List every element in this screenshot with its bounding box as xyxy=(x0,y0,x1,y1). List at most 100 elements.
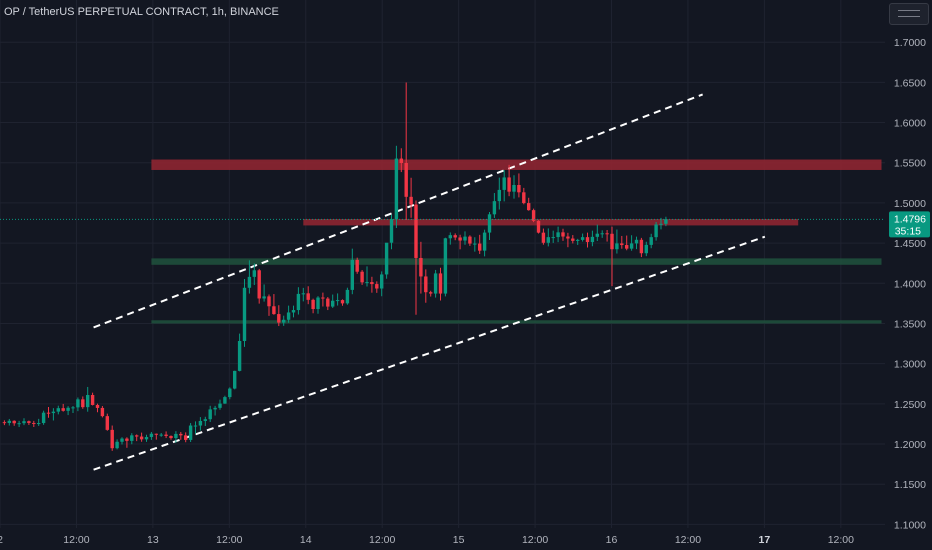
candle-body xyxy=(105,416,109,430)
candle-body xyxy=(600,233,604,235)
candle-body xyxy=(247,276,252,288)
candles xyxy=(2,82,668,451)
candle-body xyxy=(164,434,168,436)
candle-body xyxy=(277,314,281,323)
candle-body xyxy=(252,270,256,277)
time-tick-label: 16 xyxy=(606,534,618,546)
candle-body xyxy=(429,292,433,294)
candle-body xyxy=(380,274,384,289)
candle-body xyxy=(154,433,158,435)
candle-body xyxy=(51,411,56,414)
time-tick-label: 13 xyxy=(147,534,159,546)
candle-body xyxy=(399,158,403,163)
candle-body xyxy=(218,403,222,408)
price-tick-label: 1.3500 xyxy=(894,318,926,330)
candle-body xyxy=(208,409,212,420)
candle-body xyxy=(144,437,149,440)
price-tick-label: 1.5000 xyxy=(894,198,926,210)
candle-body xyxy=(100,407,105,417)
candle-body xyxy=(95,404,100,408)
time-tick-label: 12:00 xyxy=(369,534,395,546)
price-tick-label: 1.1500 xyxy=(894,479,926,491)
candle-body xyxy=(615,243,619,250)
candle-body xyxy=(649,237,653,245)
candle-body xyxy=(580,237,585,240)
candle-body xyxy=(237,340,242,371)
candle-body xyxy=(473,243,477,245)
time-tick-label: 12:00 xyxy=(828,534,854,546)
price-axis[interactable]: 1.7000 1.6500 1.6000 1.5500 1.5000 1.4500 1.40… xyxy=(894,37,926,531)
candle-body xyxy=(585,237,590,243)
candle-body xyxy=(438,273,443,294)
candle-body xyxy=(37,423,41,425)
candle-body xyxy=(149,433,154,438)
candle-body xyxy=(291,310,296,313)
candle-body xyxy=(605,233,609,235)
candle-body xyxy=(22,421,26,424)
time-tick-label: 2 xyxy=(0,534,3,546)
price-tick-label: 1.4000 xyxy=(894,278,926,290)
price-tick-label: 1.2500 xyxy=(894,399,926,411)
candle-body xyxy=(340,300,345,304)
channel-line xyxy=(93,93,704,329)
candle-body xyxy=(355,259,359,272)
time-tick-label: 15 xyxy=(453,534,465,546)
candle-body xyxy=(370,282,374,285)
time-tick-label: 17 xyxy=(759,534,771,546)
candle-body xyxy=(590,236,595,243)
candle-body xyxy=(179,433,183,436)
time-tick-label: 12:00 xyxy=(63,534,89,546)
scale-settings-button[interactable] xyxy=(889,3,929,25)
candle-body xyxy=(620,243,624,246)
candle-body xyxy=(409,196,413,205)
candle-body xyxy=(448,235,452,239)
candle-body xyxy=(531,210,536,221)
candle-body xyxy=(223,397,227,404)
candle-body xyxy=(360,271,364,283)
candle-body xyxy=(12,420,16,424)
candle-body xyxy=(566,236,570,239)
candle-body xyxy=(7,420,11,423)
price-tick-label: 1.5500 xyxy=(894,158,926,170)
candle-body xyxy=(272,306,276,315)
candle-body xyxy=(282,319,286,323)
candle-body xyxy=(664,219,668,224)
candle-body xyxy=(595,233,599,237)
candle-body xyxy=(556,232,560,238)
time-axis[interactable]: 2 12:00 13 12:00 14 12:00 15 12:00 16 12:00 17 12:0… xyxy=(0,534,854,546)
candle-body xyxy=(350,259,354,290)
candle-body xyxy=(86,394,90,408)
candle-body xyxy=(625,245,629,249)
candle-body xyxy=(71,407,75,409)
price-label-countdown: 35:15 xyxy=(895,225,921,237)
candle-body xyxy=(296,293,301,311)
candle-body xyxy=(478,243,482,251)
candle-body xyxy=(502,177,506,190)
candle-body xyxy=(193,425,198,427)
price-tick-label: 1.6500 xyxy=(894,77,926,89)
candle-body xyxy=(17,423,21,425)
candle-body xyxy=(130,435,134,441)
price-tick-label: 1.6000 xyxy=(894,118,926,130)
candle-body xyxy=(571,238,575,241)
candle-body xyxy=(404,162,408,197)
candle-body xyxy=(159,434,163,436)
candle-body xyxy=(120,438,124,442)
candle-body xyxy=(453,235,457,238)
candle-body xyxy=(517,185,521,193)
candle-body xyxy=(492,201,497,215)
candle-body xyxy=(311,299,315,310)
candle-body xyxy=(316,297,320,310)
candle-body xyxy=(286,312,291,320)
candle-body xyxy=(458,237,462,241)
candle-body xyxy=(139,436,144,440)
candle-body xyxy=(463,236,467,241)
candle-body xyxy=(541,232,546,243)
time-tick-label: 12:00 xyxy=(216,534,242,546)
price-zones xyxy=(151,159,882,324)
candle-body xyxy=(482,232,487,251)
candle-body xyxy=(32,422,36,424)
candle-body xyxy=(184,435,188,440)
price-tick-label: 1.7000 xyxy=(894,37,926,49)
